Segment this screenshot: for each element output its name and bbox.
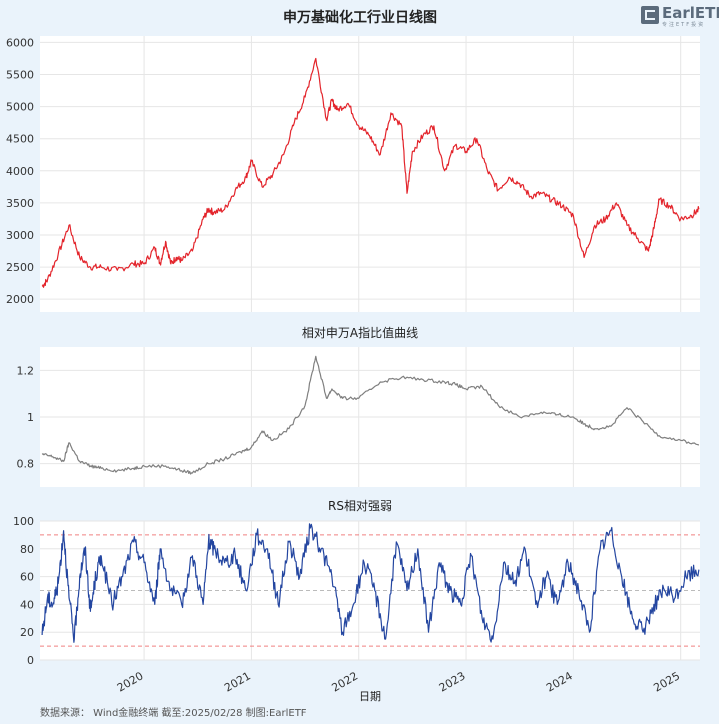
logo-subtext: 专注ETF投资 <box>662 22 706 28</box>
x-tick-label: 2020 <box>115 669 146 694</box>
source-note: 数据来源： Wind金融终端 截至:2025/02/28 制图:EarlETF <box>40 706 307 719</box>
chart-title: 申万基础化工行业日线图 <box>283 9 437 26</box>
x-tick-label: 2021 <box>222 669 253 694</box>
x-tick-label: 2023 <box>437 669 468 694</box>
y-tick-label: 20 <box>20 626 34 639</box>
chart-title: 相对申万A指比值曲线 <box>302 325 418 340</box>
series-line <box>41 57 700 288</box>
y-tick-label: 0 <box>27 654 34 667</box>
y-tick-label: 0.8 <box>17 458 35 471</box>
x-tick-label: 2024 <box>544 669 575 694</box>
y-tick-label: 3500 <box>6 197 34 210</box>
y-tick-label: 6000 <box>6 36 34 49</box>
y-tick-label: 100 <box>13 515 34 528</box>
y-tick-label: 3000 <box>6 229 34 242</box>
y-tick-label: 1 <box>27 411 34 424</box>
y-tick-label: 80 <box>20 543 34 556</box>
x-tick-label: 2022 <box>329 669 360 694</box>
y-tick-label: 60 <box>20 571 34 584</box>
logo-text: EarlETF <box>662 4 719 22</box>
series-line <box>41 523 700 643</box>
brand-logo: EarlETF 专注ETF投资 <box>641 4 719 30</box>
chart-title: RS相对强弱 <box>328 499 392 513</box>
x-tick-label: 2025 <box>651 669 682 694</box>
plot-area <box>40 36 700 312</box>
logo-icon <box>641 6 659 24</box>
series-line <box>41 355 700 475</box>
y-tick-label: 1.2 <box>17 364 35 377</box>
x-axis-label: 日期 <box>359 690 381 703</box>
y-tick-label: 40 <box>20 598 34 611</box>
y-tick-label: 2500 <box>6 261 34 274</box>
y-tick-label: 2000 <box>6 293 34 306</box>
y-tick-label: 5500 <box>6 69 34 82</box>
y-tick-label: 4000 <box>6 165 34 178</box>
y-tick-label: 5000 <box>6 101 34 114</box>
y-tick-label: 4500 <box>6 133 34 146</box>
